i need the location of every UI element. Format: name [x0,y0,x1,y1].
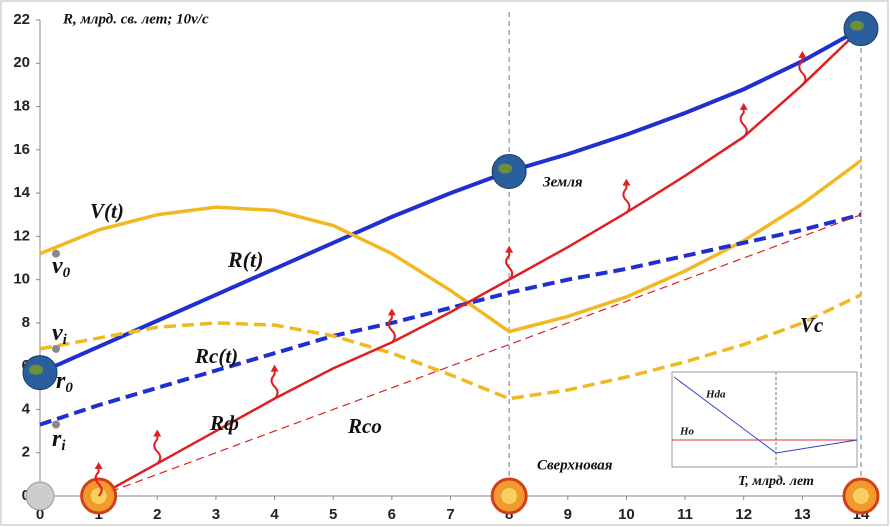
earth-land [29,364,43,375]
photon-arrow [798,54,807,86]
inset-label: Ho [679,426,695,438]
subscript: 0 [63,265,71,281]
supernova-core [501,488,518,504]
symbol: r [52,426,62,452]
series-label: R(t) [227,247,263,272]
earth-land [850,20,864,31]
origin-dot [52,420,60,429]
x-tick-label: 0 [36,506,44,523]
symbol: v [52,253,63,279]
y-tick-label: 12 [13,227,30,244]
photon-arrowhead [505,245,514,253]
y-tick-label: 14 [13,184,30,201]
x-tick-label: 6 [388,506,396,523]
x-tick-label: 2 [153,506,161,523]
series-line [98,27,862,498]
earth-label: Земля [542,174,583,190]
series-line [39,159,863,334]
photon-arrow [505,249,514,281]
series-line [39,293,862,401]
x-tick-label: 11 [677,506,693,523]
photon-arrow [739,106,748,138]
x-tick-label: 3 [212,506,220,523]
y-tick-label: 20 [13,54,30,71]
x-tick-label: 7 [446,506,454,523]
x-tick-label: 5 [329,506,337,523]
origin-label: r0 [56,368,73,397]
photon-arrowhead [622,178,631,186]
photon-arrow [94,466,103,497]
y-tick-label: 8 [22,314,30,331]
photon-arrowhead [153,429,162,437]
origin-dot [52,344,60,353]
y-tick-label: 22 [13,11,30,28]
origin-dot [52,249,60,258]
symbol: v [52,320,63,346]
series-label: Vc [800,313,824,337]
y-tick-label: 16 [13,141,30,158]
origin-label: v0 [52,253,71,282]
inset-hda [673,376,858,454]
x-tick-label: 13 [794,506,811,523]
photon-arrowhead [387,308,396,316]
inset-chart: Hda Ho [671,371,858,468]
series-label: Rф [209,411,239,435]
subscript: i [61,438,66,454]
photon-arrowhead [739,102,748,110]
series-label: Rc(t) [194,344,238,368]
moon-icon [25,481,55,511]
x-axis-title: T, млрд. лет [738,474,814,489]
photon-arrowhead [94,462,103,469]
y-axis-title: R, млрд. св. лет; 10v/c [62,11,209,27]
series-label: Rco [347,414,382,438]
origin-label: ri [52,426,66,455]
subscript: i [63,332,68,348]
series-line [39,26,862,375]
series-line [39,212,862,427]
y-tick-label: 2 [22,444,30,461]
symbol: r [56,368,66,394]
photon-arrow [387,312,396,344]
origin-label: vi [52,320,68,349]
photon-arrowhead [270,364,279,372]
x-tick-label: 9 [564,506,572,523]
subscript: 0 [65,380,73,396]
series-label: V(t) [90,199,124,223]
y-tick-label: 4 [22,400,31,417]
photon-arrow [270,368,279,400]
x-tick-label: 4 [270,506,279,523]
photon-arrowhead [798,50,807,58]
x-tick-label: 12 [735,506,752,523]
supernova-label: Сверхновая [537,457,613,473]
y-tick-label: 10 [13,271,30,288]
photon-arrow [622,182,631,214]
inset-frame [671,371,858,468]
inset-label: Hda [705,389,726,401]
y-tick-label: 18 [13,98,30,115]
photon-arrow [153,433,162,465]
supernova-core [853,488,869,504]
earth-land [498,163,513,174]
series-line [98,214,862,497]
x-tick-label: 10 [618,506,635,523]
